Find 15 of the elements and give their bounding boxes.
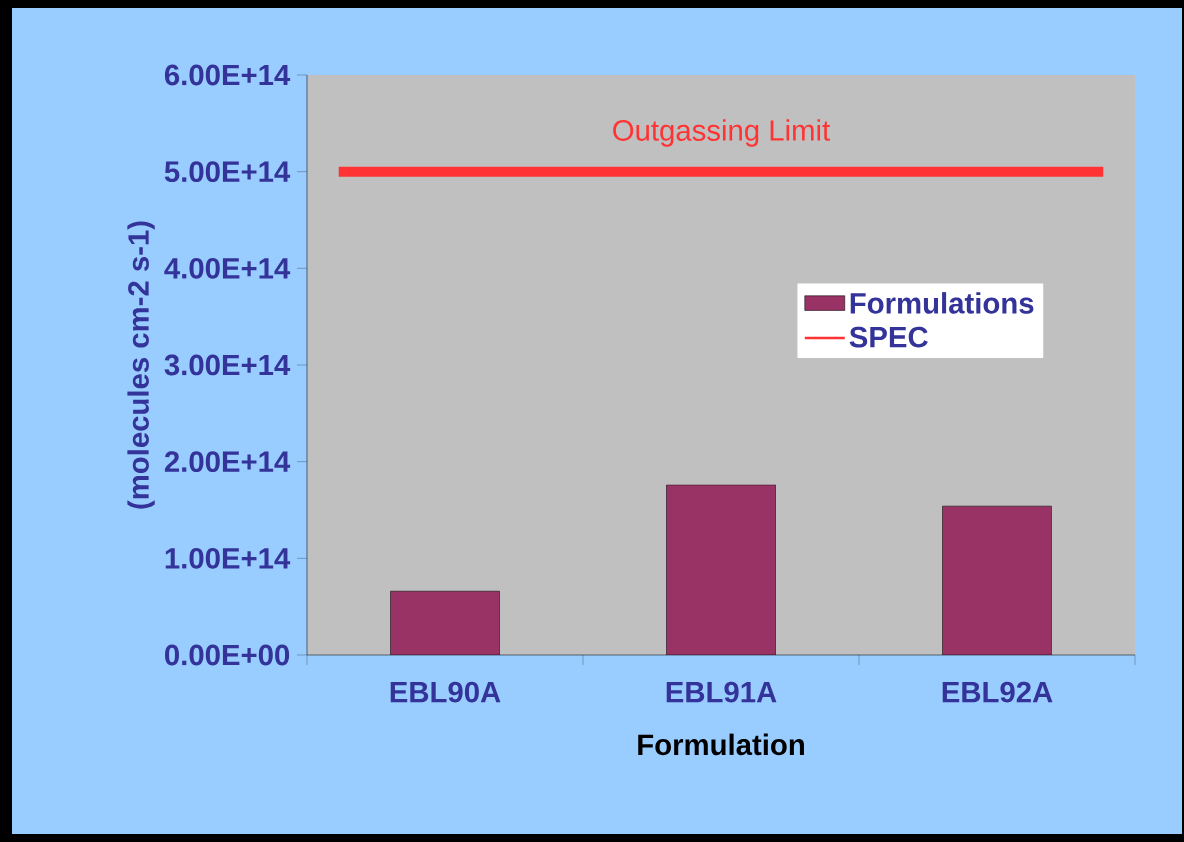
y-tick-label: 0.00E+00 [165,644,290,666]
y-tick-label: 3.00E+14 [164,354,291,376]
x-axis-title: Formulation [638,733,804,756]
y-axis-title: (molecules cm-2 s-1) [127,221,155,509]
legend-label: Formulations [850,292,1034,314]
annotation: Outgassing Limit [613,119,830,147]
x-tick-label: EBL91A [666,681,777,703]
y-tick-label: 5.00E+14 [164,161,291,183]
x-tick-label: EBL92A [942,681,1053,703]
y-tick-label: 2.00E+14 [164,451,291,473]
y-tick-label: 4.00E+14 [164,257,291,279]
y-tick-label: 6.00E+14 [164,64,291,86]
x-tick-label: EBL90A [390,681,501,703]
y-tick-label: 1.00E+14 [165,547,291,569]
legend-label: SPEC [849,326,928,348]
